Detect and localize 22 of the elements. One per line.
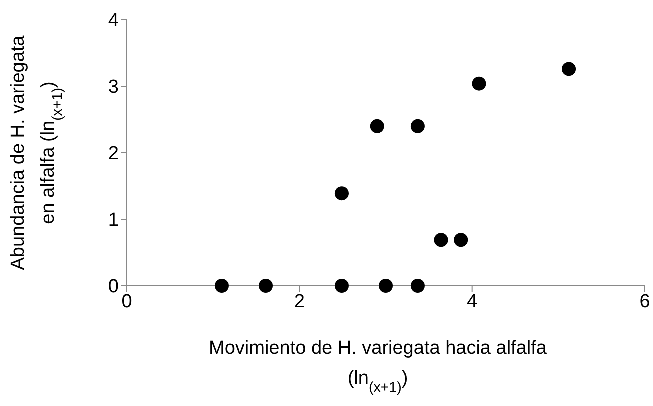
point [379, 279, 393, 293]
point [410, 279, 425, 293]
point [410, 119, 425, 134]
point [334, 186, 349, 201]
point [258, 279, 273, 293]
x-tick-label: 2 [294, 291, 305, 312]
y-tick-label: 4 [108, 10, 120, 32]
point [370, 119, 384, 134]
y-tick-label: 3 [108, 77, 119, 98]
point [434, 233, 448, 248]
point [454, 233, 468, 248]
x-axis-title: Movimiento de H. variegata hacia alfalfa (ln$_{(x+1)}$) [209, 338, 548, 396]
y-tick-label: 0 [108, 276, 119, 298]
point [334, 279, 349, 293]
x-tick-label: 6 [640, 291, 650, 312]
point [472, 76, 486, 91]
point [214, 279, 229, 293]
point [562, 62, 576, 76]
x-tick-label: 4 [467, 291, 478, 312]
y-tick-label: 2 [108, 144, 119, 165]
x-tick-label: 0 [122, 291, 132, 312]
y-tick-label: 1 [108, 210, 119, 232]
